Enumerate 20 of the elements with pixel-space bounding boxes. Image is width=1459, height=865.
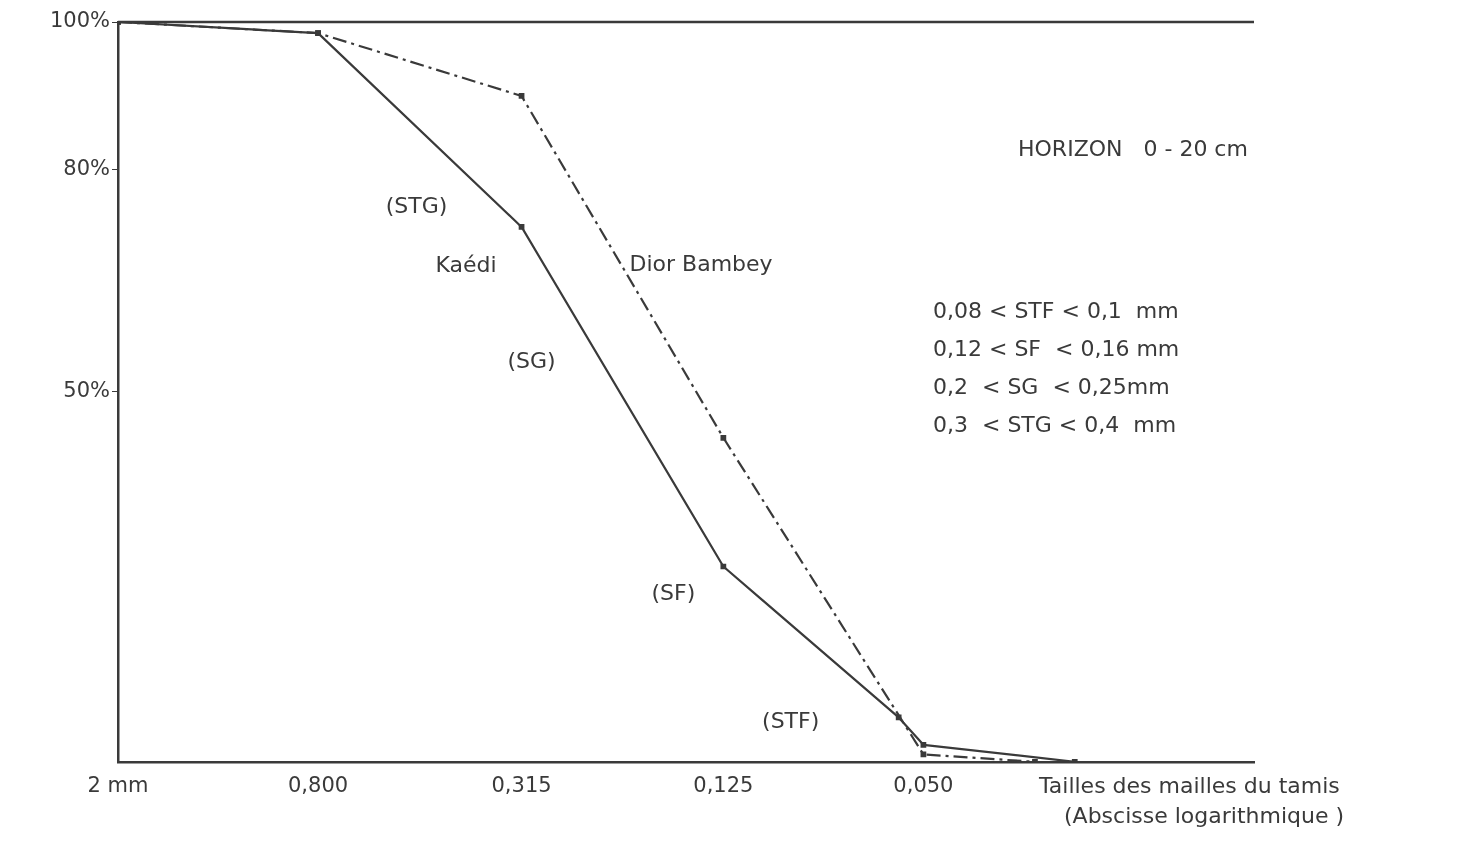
x-axis-title: Tailles des mailles du tamis (Abscisse logarithmique ): [1038, 772, 1345, 828]
y-tick-label: 80%: [63, 156, 110, 181]
annotation: 0,08 < STF < 0,1 mm: [933, 297, 1179, 323]
annotation: (SF): [651, 580, 696, 606]
series-label: Kaédi: [435, 251, 497, 277]
series-label: Dior Bambey: [629, 250, 773, 276]
x-tick-label: 0,125: [693, 772, 754, 797]
annotation: 0,2 < SG < 0,25mm: [933, 373, 1170, 399]
x-tick-label: 0,315: [491, 772, 552, 797]
x-tick-label: 2 mm: [87, 772, 149, 797]
x-tick-label: 0,800: [288, 772, 349, 797]
annotation: HORIZON 0 - 20 cm: [1018, 135, 1248, 161]
annotation: (SG): [507, 347, 556, 373]
annotation: (STF): [762, 708, 820, 734]
annotation: 0,12 < SF < 0,16 mm: [933, 335, 1180, 361]
y-tick-label: 50%: [63, 378, 110, 403]
annotation: (STG): [385, 192, 448, 218]
x-tick-label: 0,050: [893, 772, 954, 797]
annotation: 0,3 < STG < 0,4 mm: [933, 411, 1177, 437]
y-tick-label: 100%: [49, 8, 110, 33]
